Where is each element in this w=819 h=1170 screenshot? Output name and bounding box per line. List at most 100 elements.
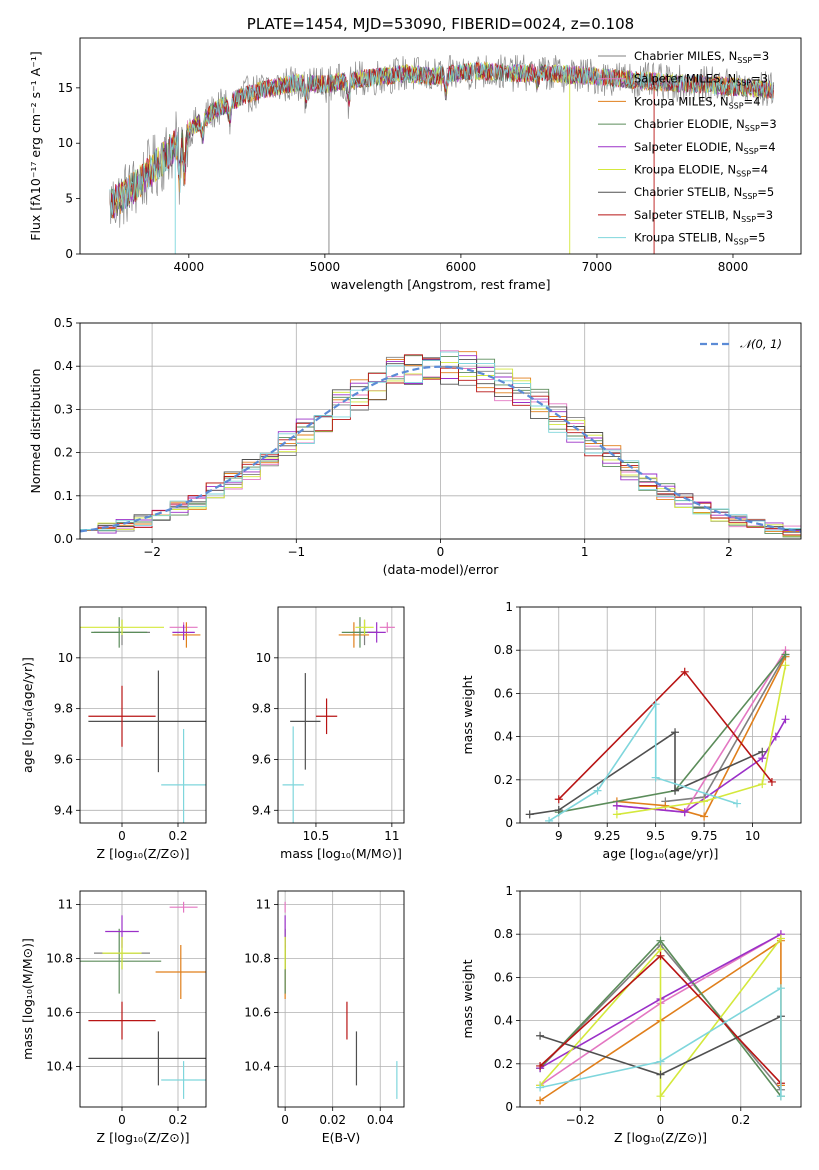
errorbar-chabrier-stelib	[290, 673, 321, 770]
series-marker	[680, 808, 689, 817]
series-marker	[536, 1031, 545, 1040]
series-marker	[656, 1070, 665, 1079]
y-tick-label: 0.3	[54, 402, 73, 416]
y-tick-label: 9.4	[252, 803, 271, 817]
errorbar-salpeter-stelib	[88, 1001, 156, 1040]
spectrum-legend: Chabrier MILES, NSSP=3 Salpeter MILES, NS…	[598, 49, 777, 247]
legend-entry-chabrier-stelib: Chabrier STELIB, NSSP=5	[634, 185, 774, 201]
x-tick-label: −1	[287, 545, 305, 559]
axes-mass-vs-Z: 0 0.2 10.4 10.6 10.8 11 Z [log₁₀(Z/Z⊙)] mass [l…	[20, 890, 207, 1145]
x-tick-label: 7000	[582, 260, 613, 274]
x-tick-label: 0	[657, 1113, 665, 1127]
x-tick-label: 5000	[310, 260, 341, 274]
y-tick-label: 9.4	[54, 803, 73, 817]
axes-frame	[277, 890, 405, 1108]
axes-frame	[79, 890, 207, 1108]
y-tick-label: 15	[58, 81, 73, 95]
axes-frame	[519, 606, 802, 824]
errorbar-chabrier-elodie	[80, 928, 162, 994]
legend-entry-kroupa-elodie: Kroupa ELODIE, NSSP=4	[634, 163, 768, 179]
x-tick-label: 0.02	[319, 1113, 346, 1127]
x-axis-label: wavelength [Angstrom, rest frame]	[330, 277, 550, 292]
errorbar-salpeter-miles	[379, 622, 395, 633]
y-tick-label: 0.1	[54, 489, 73, 503]
legend-label: Chabrier ELODIE	[634, 117, 729, 131]
x-tick-label: 0.2	[168, 829, 187, 843]
y-tick-label: 0.0	[54, 532, 73, 546]
x-tick-label: 11	[384, 829, 399, 843]
x-tick-label: 9.75	[691, 829, 718, 843]
y-tick-label: 10	[58, 136, 73, 150]
series-marker	[680, 667, 689, 676]
legend-label: Salpeter MILES	[634, 72, 720, 86]
y-tick-label: 0.4	[494, 730, 513, 744]
x-tick-label: 9	[555, 829, 563, 843]
series-line	[539, 938, 782, 1099]
normal-curve	[80, 365, 801, 533]
x-tick-label: 0	[118, 1113, 126, 1127]
x-axis-label: age [log₁₀(age/yr)]	[603, 846, 719, 861]
legend-nssp: 3	[766, 208, 773, 222]
y-tick-label: 10.4	[46, 1060, 73, 1074]
series-marker	[536, 1096, 545, 1105]
series-marker	[593, 786, 602, 795]
y-tick-label: 9.8	[252, 702, 271, 716]
legend-nssp: 3	[762, 49, 769, 63]
series-marker	[656, 951, 665, 960]
series-kroupa-stelib	[536, 984, 785, 1101]
errorbar-salpeter-stelib	[88, 685, 156, 747]
legend-label: Salpeter ELODIE	[634, 140, 728, 154]
plot-area-mass-vs-Z	[80, 901, 206, 1099]
plot-area-weight-vs-Z	[536, 930, 785, 1105]
series-marker	[656, 936, 665, 945]
legend-label: Chabrier STELIB	[634, 185, 726, 199]
axes-frame	[79, 37, 802, 255]
series-marker	[656, 1057, 665, 1066]
y-tick-label: 0.2	[54, 446, 73, 460]
legend-entry-chabrier-miles: Chabrier MILES, NSSP=3	[634, 49, 769, 65]
axes-frame	[519, 890, 802, 1108]
legend-entry-normal: 𝒩(0, 1)	[740, 337, 782, 351]
x-tick-label: −2	[143, 545, 161, 559]
y-tick-label: 10.6	[46, 1006, 73, 1020]
series-marker	[661, 801, 670, 810]
x-tick-label: 8000	[718, 260, 749, 274]
errorbar-kroupa-elodie	[80, 619, 164, 635]
x-tick-label: 2	[725, 545, 733, 559]
series-marker	[536, 1083, 545, 1092]
axes-age-vs-mass: 10.5 11 9.4 9.6 9.8 10 mass [log₁₀(M/M⊙)]	[252, 606, 405, 861]
series-marker	[656, 1092, 665, 1101]
legend-entry-salpeter-stelib: Salpeter STELIB, NSSP=3	[634, 208, 773, 224]
legend-label: Kroupa STELIB	[634, 231, 718, 245]
series-marker	[781, 661, 790, 670]
axes-mass-vs-ebv: 0 0.02 0.04 10.4 10.6 10.8 11 E(B-V)	[244, 890, 405, 1145]
series-marker	[612, 810, 621, 819]
y-tick-label: 10	[58, 651, 73, 665]
series-marker	[776, 934, 785, 943]
errorbar-kroupa-stelib	[282, 726, 304, 823]
axes-residuals: −2 −1 0 1 2 0.0 0.1 0.2 0.3 0.4 0.5 (data-model)/er…	[28, 316, 802, 577]
series-salpeter-stelib	[554, 667, 776, 804]
errorbar-chabrier-stelib	[88, 1031, 206, 1086]
x-axis-label: Z [log₁₀(Z/Z⊙)]	[97, 1130, 190, 1145]
errorbar-salpeter-elodie	[172, 624, 195, 641]
legend-entry-kroupa-miles: Kroupa MILES, NSSP=4	[634, 94, 761, 110]
y-tick-label: 9.8	[54, 702, 73, 716]
y-tick-label: 10.4	[244, 1060, 271, 1074]
y-axis-label: mass weight	[460, 959, 475, 1038]
y-tick-label: 11	[256, 898, 271, 912]
y-tick-label: 0	[505, 1100, 513, 1114]
plot-area-age-vs-mass	[282, 617, 395, 823]
legend-nssp: 5	[767, 185, 774, 199]
chart-title: PLATE=1454, MJD=53090, FIBERID=0024, z=0…	[247, 15, 634, 33]
x-tick-label: 10.5	[303, 829, 330, 843]
x-tick-label: 1	[581, 545, 589, 559]
axes-spectrum: 4000 5000 6000 7000 8000 0 5 10 15 wavelength [An…	[28, 15, 802, 292]
x-tick-label: 9.25	[594, 829, 621, 843]
x-tick-label: 0.04	[367, 1113, 394, 1127]
x-axis-label: Z [log₁₀(Z/Z⊙)]	[614, 1130, 707, 1145]
x-tick-label: 0.2	[168, 1113, 187, 1127]
y-axis-label: Flux [fλ10⁻¹⁷ erg cm⁻² s⁻¹ A⁻¹]	[28, 51, 43, 240]
series-marker	[776, 984, 785, 993]
x-tick-label: 6000	[446, 260, 477, 274]
